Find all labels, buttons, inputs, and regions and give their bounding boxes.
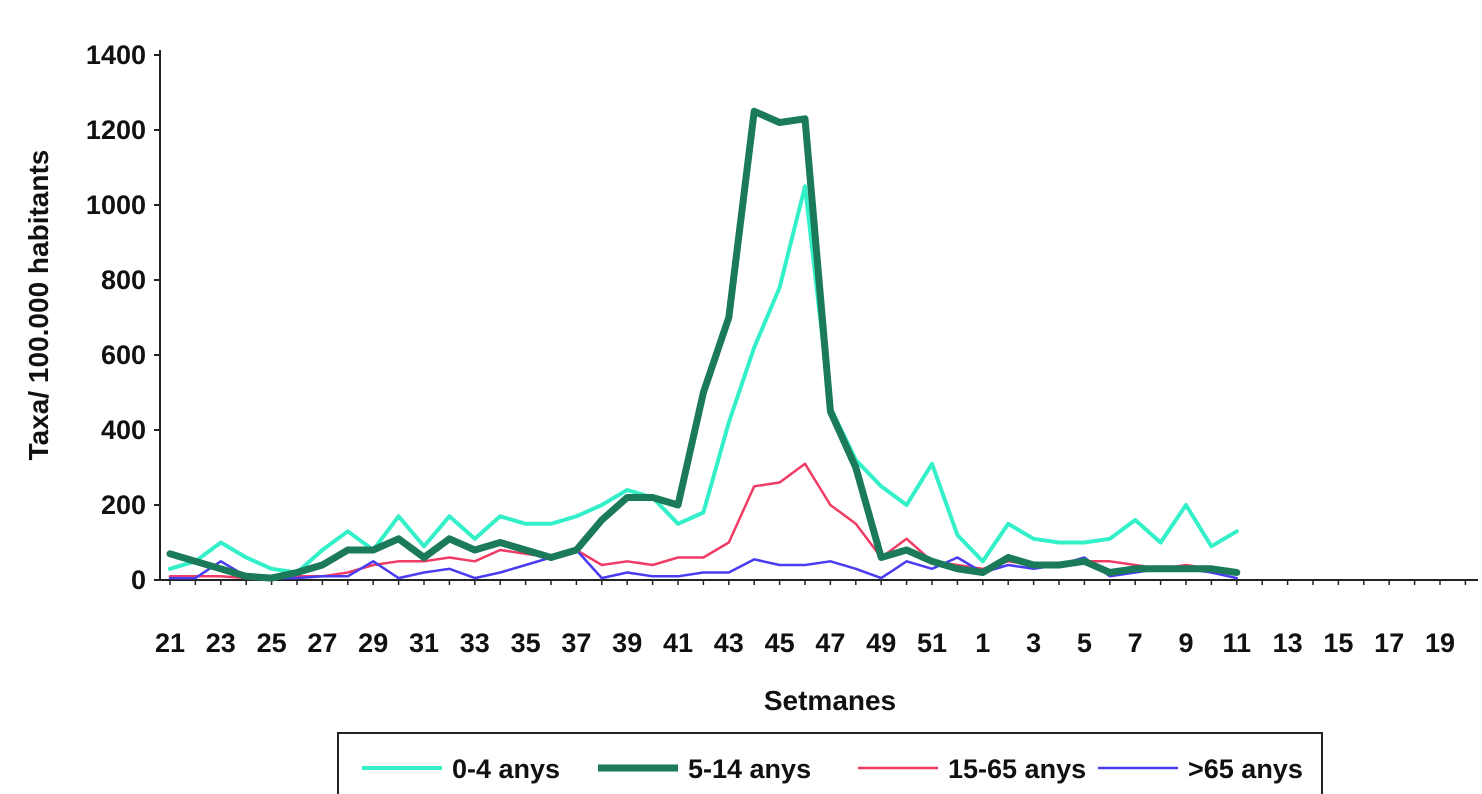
series-line-1	[168, 184, 1239, 575]
x-axis: 21 23 25 27 29 31 33 35 37 39 41 43 45 47 49 51 1 3 5 7 9 11 1…	[155, 579, 1478, 658]
x-tick-label: 37	[561, 628, 591, 658]
x-tick-label: 49	[866, 628, 896, 658]
x-tick-label: 17	[1374, 628, 1404, 658]
x-tick-label: 27	[307, 628, 337, 658]
x-tick-label: 35	[511, 628, 541, 658]
x-tick-label: 11	[1223, 628, 1252, 658]
series-lines	[166, 107, 1241, 582]
legend-box	[337, 732, 1323, 794]
x-tick-label: 7	[1128, 628, 1143, 658]
x-tick-label: 3	[1026, 628, 1041, 658]
x-tick-label: 31	[409, 628, 439, 658]
x-tick-label: 51	[917, 628, 947, 658]
legend: 0-4 anys 5-14 anys 15-65 anys >65 anys	[337, 732, 1323, 794]
x-tick-label: 15	[1323, 628, 1353, 658]
legend-label-3: 15-65 anys	[948, 754, 1086, 784]
y-tick-label: 400	[101, 415, 146, 445]
y-tick-label: 1000	[86, 190, 146, 220]
y-tick-label: 0	[131, 565, 146, 595]
y-axis: 0 200 400 600 800 1000 1200 1400	[86, 40, 161, 595]
x-tick-label: 5	[1077, 628, 1092, 658]
legend-label-1: 0-4 anys	[452, 754, 560, 784]
x-tick-label: 21	[155, 628, 185, 658]
y-tick-label: 600	[101, 340, 146, 370]
series-line-2	[166, 107, 1241, 582]
x-tick-label: 47	[815, 628, 845, 658]
y-tick-label: 200	[101, 490, 146, 520]
x-tick-label: 19	[1425, 628, 1455, 658]
x-axis-title: Setmanes	[764, 685, 896, 716]
x-tick-label: 25	[257, 628, 287, 658]
x-tick-label: 43	[714, 628, 744, 658]
y-tick-label: 800	[101, 265, 146, 295]
y-axis-title: Taxa/ 100.000 habitants	[23, 150, 54, 461]
x-tick-label: 13	[1273, 628, 1303, 658]
legend-label-2: 5-14 anys	[688, 754, 811, 784]
x-tick-label: 1	[975, 628, 990, 658]
legend-label-4: >65 anys	[1188, 754, 1303, 784]
x-tick-label: 45	[765, 628, 795, 658]
x-tick-label: 9	[1178, 628, 1193, 658]
y-tick-label: 1200	[86, 115, 146, 145]
x-tick-label: 29	[358, 628, 388, 658]
x-tick-label: 41	[663, 628, 693, 658]
x-tick-label: 33	[460, 628, 490, 658]
y-tick-label: 1400	[86, 40, 146, 70]
x-tick-label: 39	[612, 628, 642, 658]
x-tick-label: 23	[206, 628, 236, 658]
